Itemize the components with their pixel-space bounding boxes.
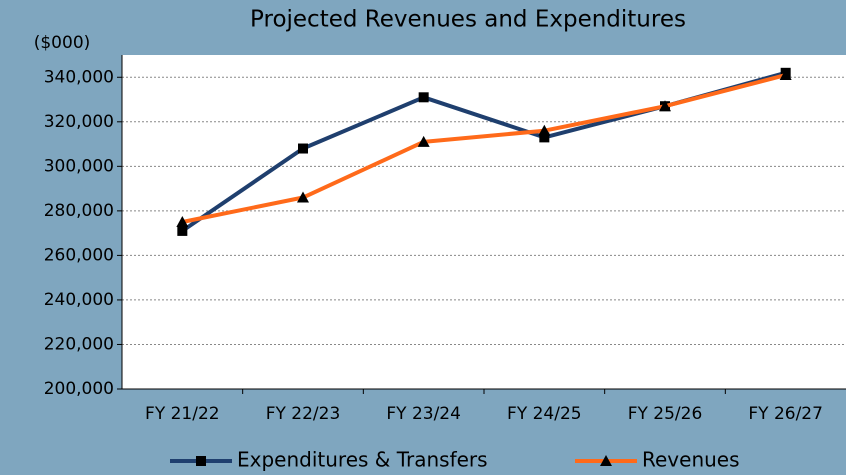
y-tick-label: 300,000 — [44, 156, 114, 176]
y-tick-label: 320,000 — [44, 112, 114, 132]
y-tick-label: 240,000 — [44, 290, 114, 310]
y-tick-label: 200,000 — [44, 379, 114, 399]
marker — [659, 100, 671, 112]
x-tick-label: FY 25/26 — [628, 404, 703, 424]
marker — [539, 132, 550, 143]
y-tick-label: 260,000 — [44, 245, 114, 265]
series-line — [181, 73, 787, 224]
legend-label: Revenues — [642, 448, 740, 472]
marker — [417, 135, 430, 147]
legend-label: Expenditures & Transfers — [237, 448, 488, 472]
x-tick-label: FY 26/27 — [748, 404, 823, 424]
marker — [196, 456, 206, 466]
marker — [600, 455, 612, 466]
x-tick-label: FY 21/22 — [145, 404, 220, 424]
y-tick-label: 220,000 — [44, 334, 114, 354]
marker — [418, 92, 429, 103]
y-axis-label: ($000) — [34, 33, 91, 53]
marker — [297, 191, 309, 203]
x-tick-label: FY 22/23 — [266, 404, 341, 424]
plot-area — [122, 55, 846, 389]
marker — [177, 225, 188, 236]
x-tick-label: FY 23/24 — [386, 404, 461, 424]
y-tick-label: 340,000 — [44, 67, 114, 87]
marker — [779, 69, 792, 81]
x-tick-label: FY 24/25 — [507, 404, 582, 424]
y-tick-label: 280,000 — [44, 201, 114, 221]
marker — [176, 216, 189, 227]
marker — [298, 143, 308, 154]
marker — [538, 124, 551, 136]
chart-title: Projected Revenues and Expenditures — [250, 7, 686, 33]
